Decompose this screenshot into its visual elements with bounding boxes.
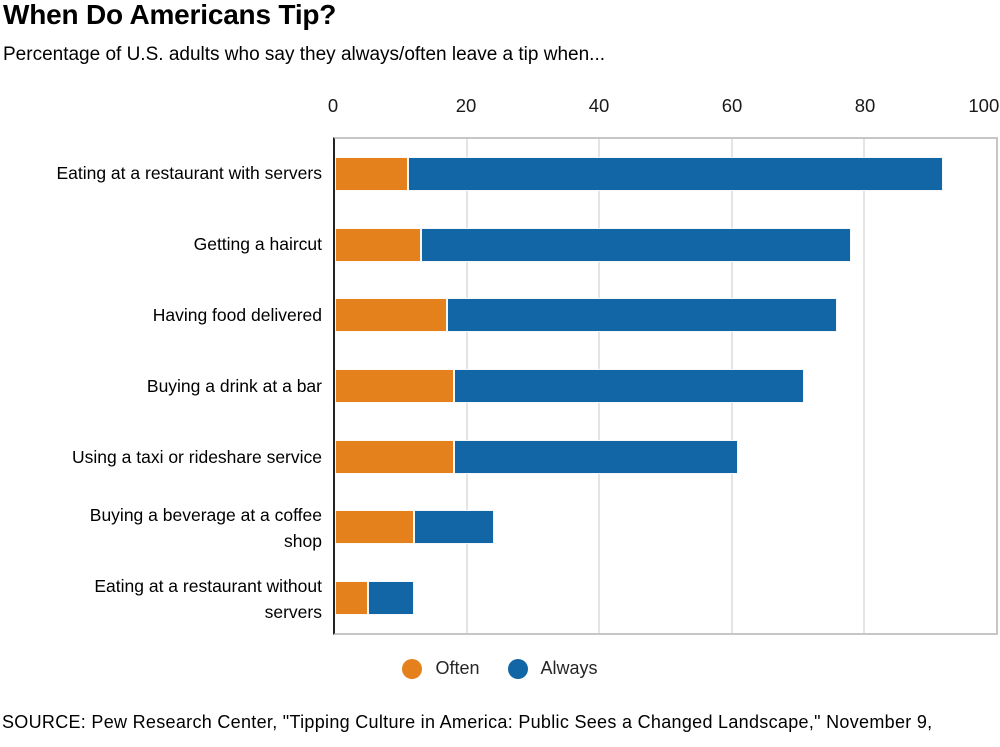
- stacked-bar: [335, 439, 996, 474]
- often-segment: [335, 369, 454, 404]
- often-segment: [335, 580, 369, 615]
- legend-swatch-always-icon: [507, 658, 528, 679]
- chart-subtitle: Percentage of U.S. adults who say they a…: [3, 44, 606, 65]
- legend-swatch-often-icon: [402, 658, 423, 679]
- bar-row: [335, 210, 996, 281]
- stacked-bar: [335, 369, 996, 404]
- stacked-bar: [335, 227, 996, 262]
- always-segment: [447, 298, 838, 333]
- always-segment: [420, 227, 851, 262]
- category-label: Eating at a restaurant with servers: [56, 162, 322, 183]
- x-tick-label: 0: [327, 95, 339, 116]
- often-segment: [335, 227, 421, 262]
- always-segment: [368, 580, 415, 615]
- legend-label: Always: [540, 658, 598, 678]
- often-segment: [335, 298, 448, 333]
- bar-row: [335, 351, 996, 422]
- always-segment: [414, 510, 494, 545]
- often-segment: [335, 157, 408, 192]
- legend: Often Always: [0, 658, 1000, 679]
- x-tick-label: 80: [854, 95, 876, 116]
- bar-row: [335, 492, 996, 563]
- source-note: SOURCE: Pew Research Center, "Tipping Cu…: [2, 712, 933, 732]
- bar-row: [335, 280, 996, 351]
- stacked-bar: [335, 510, 996, 545]
- bar-row: [335, 562, 996, 633]
- often-segment: [335, 510, 415, 545]
- x-tick-label: 20: [455, 95, 477, 116]
- category-label: Using a taxi or rideshare service: [72, 447, 322, 468]
- legend-item-always: Always: [507, 658, 598, 679]
- x-tick-label: 100: [968, 95, 1000, 116]
- category-label: Eating at a restaurant without servers: [94, 576, 322, 623]
- x-tick-label: 40: [588, 95, 610, 116]
- stacked-bar: [335, 580, 996, 615]
- category-labels: Eating at a restaurant with servers Getti…: [0, 137, 322, 635]
- category-label: Buying a drink at a bar: [146, 375, 322, 396]
- x-gridline: [862, 139, 865, 633]
- x-tick-label: 60: [721, 95, 743, 116]
- always-segment: [453, 369, 805, 404]
- always-segment: [453, 439, 739, 474]
- plot-area: [333, 137, 998, 635]
- chart-title: When Do Americans Tip?: [3, 0, 337, 30]
- legend-label: Often: [435, 658, 480, 678]
- legend-item-often: Often: [402, 658, 480, 679]
- bar-rows: [335, 139, 996, 633]
- often-segment: [335, 439, 454, 474]
- category-label: Having food delivered: [152, 304, 322, 325]
- x-axis-tick-labels: 0 20 40 60 80 100: [328, 95, 1000, 119]
- stacked-bar: [335, 157, 996, 192]
- bar-row: [335, 421, 996, 492]
- bar-row: [335, 139, 996, 210]
- category-label: Buying a beverage at a coffee shop: [89, 505, 322, 552]
- always-segment: [407, 157, 944, 192]
- stacked-bar: [335, 298, 996, 333]
- category-label: Getting a haircut: [193, 233, 322, 254]
